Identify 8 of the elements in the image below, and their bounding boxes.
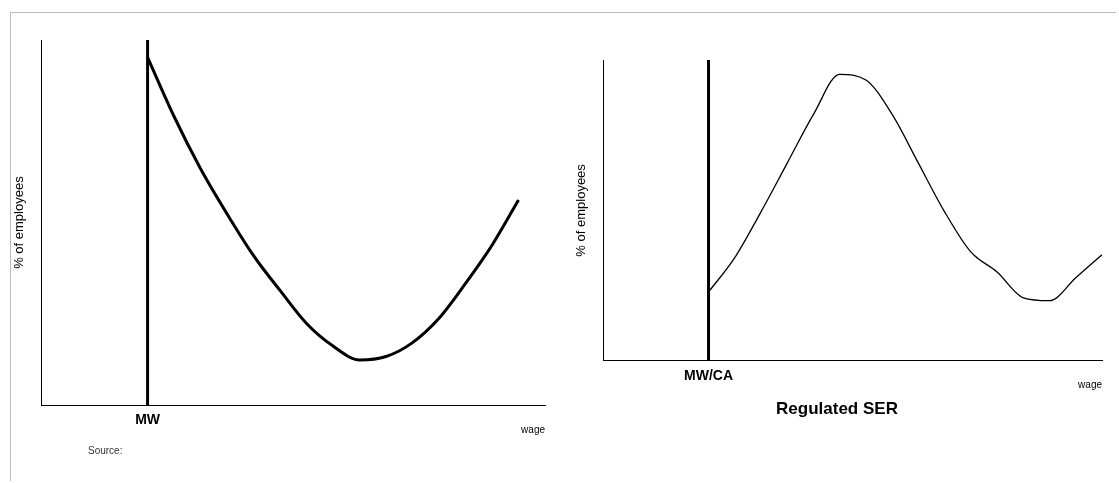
text: MW/CA (684, 366, 734, 383)
y-axis-title: % of employees (11, 175, 27, 269)
x-axis-title: wage (520, 423, 546, 435)
text: Regulated SER (776, 399, 898, 419)
source-note: Source: (88, 445, 123, 456)
text: MW (135, 411, 161, 428)
y-axis-title: % of employees (573, 163, 589, 257)
x-axis-title: wage (1077, 379, 1103, 391)
